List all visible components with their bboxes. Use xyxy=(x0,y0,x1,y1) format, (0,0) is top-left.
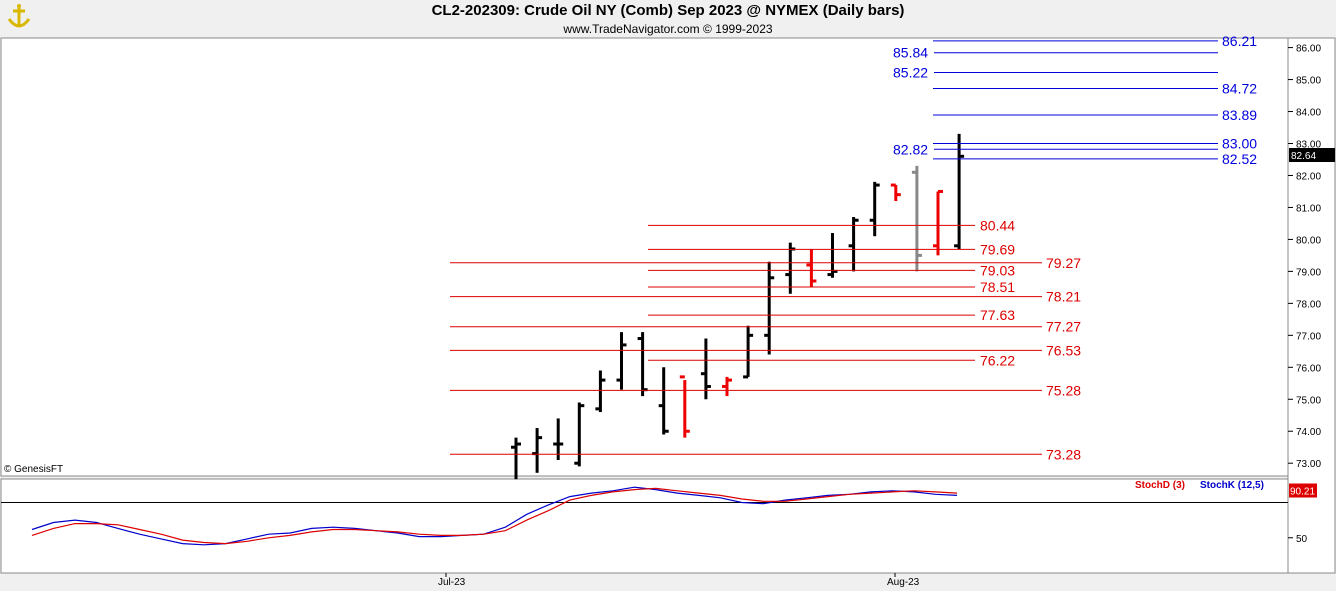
ohlc-bar[interactable] xyxy=(574,402,585,467)
ohlc-bar[interactable] xyxy=(954,133,965,250)
ohlc-bar[interactable] xyxy=(890,183,901,202)
blue-level-label: 85.22 xyxy=(893,65,928,81)
osc-tick-label: 50 xyxy=(1296,534,1308,545)
price-tick-label: 78.00 xyxy=(1296,299,1321,310)
price-tick-label: 74.00 xyxy=(1296,427,1321,438)
price-tick-label: 77.00 xyxy=(1296,331,1321,342)
osc-last-marker xyxy=(1289,483,1317,498)
red-level-label: 78.51 xyxy=(980,279,1015,295)
blue-level-label: 82.52 xyxy=(1222,151,1257,167)
anchor-logo-icon xyxy=(3,3,35,38)
chart-subtitle: www.TradeNavigator.com © 1999-2023 xyxy=(563,22,773,36)
date-tick-label: Aug-23 xyxy=(887,577,920,588)
osc-last-label: 90.21 xyxy=(1290,487,1315,498)
ohlc-bar[interactable] xyxy=(869,181,880,237)
ohlc-bar[interactable] xyxy=(722,376,732,397)
red-level-label: 79.27 xyxy=(1046,255,1081,271)
ohlc-bar[interactable] xyxy=(743,325,754,379)
stoch-k-line xyxy=(31,486,958,546)
price-tick-label: 81.00 xyxy=(1296,203,1321,214)
blue-level-label: 83.00 xyxy=(1222,136,1257,152)
ohlc-bar[interactable] xyxy=(658,367,669,435)
price-tick-label: 76.00 xyxy=(1296,363,1321,374)
red-level-label: 75.28 xyxy=(1046,382,1081,398)
price-tick-label: 83.00 xyxy=(1296,140,1321,151)
chart-title: CL2-202309: Crude Oil NY (Comb) Sep 2023… xyxy=(431,2,905,19)
ohlc-bar[interactable] xyxy=(764,261,775,355)
last-price-marker xyxy=(1289,148,1335,163)
stoch-k-legend: StochK (12,5) xyxy=(1200,480,1264,491)
date-tick-label: Jul-23 xyxy=(438,577,466,588)
ohlc-bar[interactable] xyxy=(595,370,606,413)
stoch-d-line xyxy=(31,487,958,545)
ohlc-bar[interactable] xyxy=(806,249,817,288)
oscillator-panel xyxy=(0,478,1289,574)
ohlc-bar[interactable] xyxy=(933,189,943,256)
price-tick-label: 84.00 xyxy=(1296,108,1321,119)
genesis-watermark: © GenesisFT xyxy=(4,464,63,475)
price-panel xyxy=(0,37,1289,477)
price-tick-label: 86.00 xyxy=(1296,44,1321,55)
price-tick-label: 75.00 xyxy=(1296,395,1321,406)
ohlc-bar[interactable] xyxy=(616,332,627,390)
ohlc-bar[interactable] xyxy=(700,338,711,400)
price-tick-label: 73.00 xyxy=(1296,459,1321,470)
red-level-label: 80.44 xyxy=(980,217,1015,233)
red-level-label: 76.22 xyxy=(980,352,1015,368)
red-level-label: 79.03 xyxy=(980,262,1015,278)
ohlc-bar[interactable] xyxy=(679,375,690,438)
price-tick-label: 85.00 xyxy=(1296,76,1321,87)
price-tick-label: 80.00 xyxy=(1296,235,1321,246)
red-level-label: 77.27 xyxy=(1046,319,1081,335)
ohlc-bar[interactable] xyxy=(553,418,564,461)
blue-level-label: 86.21 xyxy=(1222,33,1257,49)
blue-level-label: 85.84 xyxy=(893,45,928,61)
red-level-label: 79.69 xyxy=(980,241,1015,257)
red-level-label: 77.63 xyxy=(980,307,1015,323)
ohlc-bar[interactable] xyxy=(911,165,922,272)
blue-level-label: 84.72 xyxy=(1222,81,1257,97)
stoch-d-legend: StochD (3) xyxy=(1135,480,1185,491)
price-tick-label: 82.00 xyxy=(1296,171,1321,182)
blue-level-label: 82.82 xyxy=(893,141,928,157)
blue-level-label: 83.89 xyxy=(1222,107,1257,123)
ohlc-bar[interactable] xyxy=(637,332,648,397)
ohlc-bar[interactable] xyxy=(532,428,543,473)
last-price-label: 82.64 xyxy=(1291,151,1316,162)
ohlc-bar[interactable] xyxy=(511,437,521,480)
red-level-label: 76.53 xyxy=(1046,342,1081,358)
price-tick-label: 79.00 xyxy=(1296,267,1321,278)
red-level-label: 73.28 xyxy=(1046,446,1081,462)
red-level-label: 78.21 xyxy=(1046,289,1081,305)
